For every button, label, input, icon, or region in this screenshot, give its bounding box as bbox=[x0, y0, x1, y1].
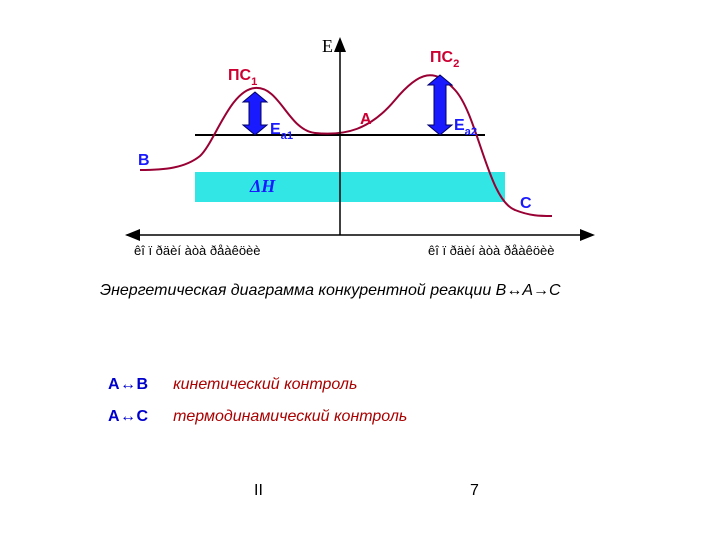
svg-text:Ea1: Ea1 bbox=[270, 121, 293, 142]
diagram-caption: Энергетическая диаграмма конкурентной ре… bbox=[100, 282, 561, 300]
kinetic-control-line: A↔B кинетический контроль bbox=[108, 376, 357, 394]
svg-text:E: E bbox=[322, 36, 333, 56]
reaction-ac: A↔C bbox=[108, 408, 149, 425]
thermo-control-label: термодинамический контроль bbox=[173, 408, 407, 425]
thermo-control-line: A↔C термодинамический контроль bbox=[108, 408, 407, 426]
svg-text:C: C bbox=[520, 195, 532, 212]
svg-text:ПС1: ПС1 bbox=[228, 67, 257, 88]
footer-roman: II bbox=[254, 482, 263, 500]
footer-page: 7 bbox=[470, 482, 479, 500]
energy-diagram-svg: ΔH Eêî ï ðäèí àòà ðåàêöèè êî ï ðäèí àòà ðå… bbox=[120, 30, 600, 265]
svg-text:ΔH: ΔH bbox=[249, 176, 276, 196]
reaction-ab: A↔B bbox=[108, 376, 149, 393]
caption-text: Энергетическая диаграмма конкурентной ре… bbox=[100, 282, 496, 299]
slide-page: ΔH Eêî ï ðäèí àòà ðåàêöèè êî ï ðäèí àòà ðå… bbox=[0, 0, 720, 540]
caption-reaction: B↔A→C bbox=[496, 282, 561, 299]
svg-text:êî ï ðäèí àòà ðåàêöèè: êî ï ðäèí àòà ðåàêöèè bbox=[134, 243, 261, 258]
svg-text:ПС2: ПС2 bbox=[430, 49, 459, 70]
energy-diagram: ΔH Eêî ï ðäèí àòà ðåàêöèè êî ï ðäèí àòà ðå… bbox=[120, 30, 600, 270]
svg-text:B: B bbox=[138, 152, 150, 169]
svg-text:êî ï ðäèí àòà ðåàêöèè: êî ï ðäèí àòà ðåàêöèè bbox=[428, 243, 555, 258]
kinetic-control-label: кинетический контроль bbox=[173, 376, 357, 393]
svg-text:A: A bbox=[360, 111, 372, 128]
